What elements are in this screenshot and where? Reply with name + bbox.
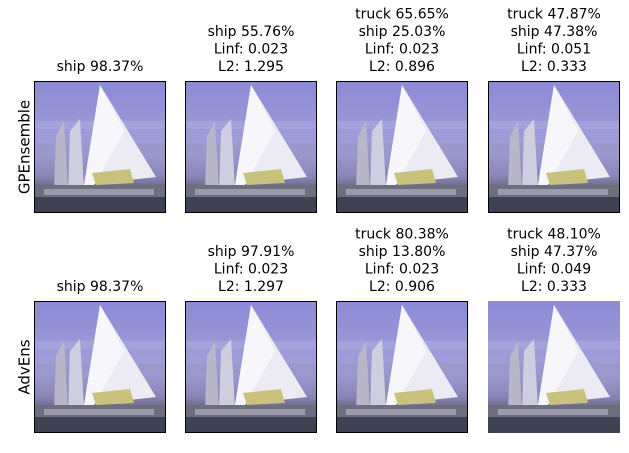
panel-title: truck 48.10% xyxy=(507,227,601,243)
panel-title: L2: 0.333 xyxy=(521,59,587,75)
image-frame xyxy=(34,81,166,213)
panel-title: truck 47.87% xyxy=(507,7,601,23)
panel-title: Linf: 0.049 xyxy=(517,262,591,278)
image-frame xyxy=(185,301,317,433)
panel-title: L2: 0.333 xyxy=(521,279,587,295)
panel-title: ship 98.37% xyxy=(57,279,144,295)
panel-title: ship 47.38% xyxy=(511,24,598,40)
row-label: AdvEns xyxy=(16,339,34,394)
image-frame xyxy=(336,301,468,433)
image xyxy=(488,301,620,433)
image xyxy=(185,81,317,213)
panel-title: ship 97.91% xyxy=(208,244,295,260)
panel-title: Linf: 0.023 xyxy=(214,42,288,58)
panel-title: truck 80.38% xyxy=(355,227,449,243)
panel-title: truck 65.65% xyxy=(355,7,449,23)
panel-title: ship 13.80% xyxy=(359,244,446,260)
panel-title: L2: 0.896 xyxy=(369,59,435,75)
row-label: GPEnsemble xyxy=(16,100,34,194)
image-frame xyxy=(336,81,468,213)
image xyxy=(336,301,468,433)
image-frame xyxy=(185,81,317,213)
image xyxy=(34,301,166,433)
panel-title: Linf: 0.023 xyxy=(214,262,288,278)
panel-title: ship 98.37% xyxy=(57,59,144,75)
panel-title: Linf: 0.023 xyxy=(365,42,439,58)
panel-title: Linf: 0.023 xyxy=(365,262,439,278)
panel-title: ship 25.03% xyxy=(359,24,446,40)
image-frame xyxy=(34,301,166,433)
panel-title: Linf: 0.051 xyxy=(517,42,591,58)
image xyxy=(488,81,620,213)
image xyxy=(336,81,468,213)
image xyxy=(185,301,317,433)
panel-title: L2: 1.297 xyxy=(218,279,284,295)
image-frame xyxy=(488,81,620,213)
panel-title: L2: 0.906 xyxy=(369,279,435,295)
image xyxy=(34,81,166,213)
panel-title: ship 47.37% xyxy=(511,244,598,260)
panel-title: ship 55.76% xyxy=(208,24,295,40)
panel-title: L2: 1.295 xyxy=(218,59,284,75)
